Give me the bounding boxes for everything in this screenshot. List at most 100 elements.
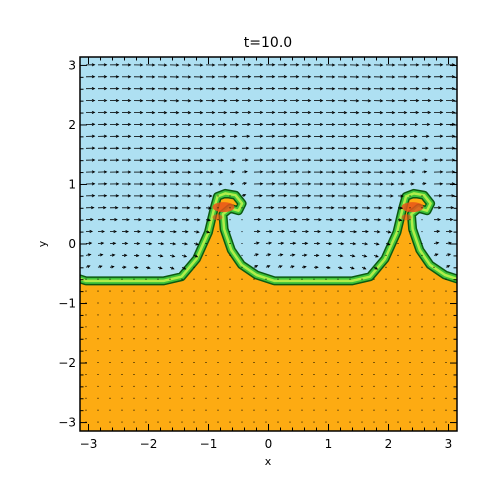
vector-arrow-633 xyxy=(241,182,248,186)
vector-arrow-352 xyxy=(217,290,219,292)
vector-head xyxy=(375,254,379,258)
vector-arrow-619 xyxy=(445,194,456,198)
vector-head xyxy=(223,99,228,103)
vector-head xyxy=(161,230,166,234)
vector-head xyxy=(115,194,120,198)
vector-head xyxy=(115,146,120,150)
vector-arrow-665 xyxy=(253,170,264,174)
lower-fluid-region xyxy=(80,193,457,431)
vector-arrow-600 xyxy=(217,195,219,197)
vector-head xyxy=(387,242,391,246)
vector-arrow-916 xyxy=(289,75,300,79)
vector-arrow-904 xyxy=(145,75,156,79)
vector-arrow-487 xyxy=(349,242,357,246)
vector-arrow-856 xyxy=(314,99,324,103)
vector-arrow-91 xyxy=(433,397,435,399)
vector-head xyxy=(175,63,180,67)
vector-head xyxy=(291,253,296,257)
vector-arrow-887 xyxy=(314,87,324,91)
vector-arrow-611 xyxy=(349,194,360,198)
vector-arrow-325 xyxy=(265,302,267,304)
vector-arrow-9 xyxy=(193,421,195,423)
vector-head xyxy=(91,63,96,67)
vector-arrow-749 xyxy=(145,134,156,138)
vector-arrow-266 xyxy=(301,326,303,328)
vector-head xyxy=(271,158,276,162)
vector-arrow-353 xyxy=(229,290,231,292)
vector-arrow-659 xyxy=(181,170,192,174)
vector-head xyxy=(352,242,357,246)
vector-head xyxy=(187,194,192,198)
vector-head xyxy=(343,158,348,162)
vector-head xyxy=(403,134,408,138)
vector-arrow-342 xyxy=(97,290,99,292)
vector-arrow-506 xyxy=(205,230,211,234)
vector-arrow-201 xyxy=(265,350,267,352)
vector-arrow-538 xyxy=(217,219,219,221)
vector-arrow-657 xyxy=(157,170,168,174)
vector-arrow-202 xyxy=(277,350,279,352)
x-tick-label: −3 xyxy=(80,437,98,451)
vector-arrow-33 xyxy=(109,409,111,411)
vector-arrow-928 xyxy=(433,75,444,79)
vector-head xyxy=(172,242,177,246)
vector-head xyxy=(163,111,168,115)
vector-head xyxy=(307,158,312,162)
vector-arrow-156 xyxy=(97,362,99,363)
vector-arrow-846 xyxy=(193,99,204,103)
vector-head xyxy=(170,266,175,270)
vector-arrow-719 xyxy=(157,146,168,150)
vortex-core-1 xyxy=(401,202,424,213)
vector-arrow-283 xyxy=(133,314,135,316)
vector-arrow-881 xyxy=(241,87,252,91)
vector-arrow-778 xyxy=(121,122,132,127)
vector-arrow-536 xyxy=(193,218,201,222)
vector-arrow-282 xyxy=(121,314,123,316)
vector-head xyxy=(125,230,130,234)
vector-head xyxy=(307,87,312,91)
vector-head xyxy=(271,110,276,114)
vector-head xyxy=(173,230,177,234)
vector-arrow-456 xyxy=(349,254,356,258)
chart-title: t=10.0 xyxy=(244,35,292,51)
vector-arrow-553 xyxy=(397,218,403,222)
vector-arrow-364 xyxy=(361,290,363,292)
vector-arrow-471 xyxy=(157,242,165,246)
vector-arrow-891 xyxy=(361,87,372,91)
vector-arrow-442 xyxy=(181,254,188,258)
vector-head xyxy=(103,87,108,91)
vector-arrow-207 xyxy=(337,350,339,352)
vector-arrow-20 xyxy=(325,421,327,423)
vector-arrow-452 xyxy=(301,253,308,257)
vector-arrow-772 xyxy=(421,134,430,138)
vector-arrow-436 xyxy=(109,253,116,257)
vector-arrow-199 xyxy=(241,350,243,352)
vector-arrow-897 xyxy=(433,87,444,91)
vector-head xyxy=(319,194,324,198)
vector-head xyxy=(449,218,454,222)
vector-arrow-129 xyxy=(145,374,147,375)
vector-head xyxy=(114,206,119,210)
vector-arrow-463 xyxy=(433,253,439,257)
vector-arrow-183 xyxy=(421,362,423,363)
vector-arrow-741 xyxy=(421,146,429,150)
vector-head xyxy=(175,99,180,103)
vector-arrow-276 xyxy=(421,326,423,328)
vector-arrow-255 xyxy=(169,326,171,328)
vector-arrow-499 xyxy=(122,230,130,234)
vector-arrow-313 xyxy=(121,302,123,304)
vector-arrow-595 xyxy=(157,194,168,198)
vector-head xyxy=(162,206,167,210)
vector-head xyxy=(211,87,216,91)
vector-arrow-580 xyxy=(349,206,359,210)
vector-arrow-630 xyxy=(205,182,214,186)
vector-head xyxy=(187,182,192,186)
vector-arrow-710 xyxy=(421,158,429,162)
vector-head xyxy=(139,158,144,162)
vector-arrow-909 xyxy=(205,75,216,79)
vector-arrow-653 xyxy=(109,170,120,174)
vector-arrow-340 xyxy=(445,302,447,304)
vector-head xyxy=(221,146,226,150)
vector-arrow-554 xyxy=(409,219,411,221)
vector-head xyxy=(319,206,323,210)
